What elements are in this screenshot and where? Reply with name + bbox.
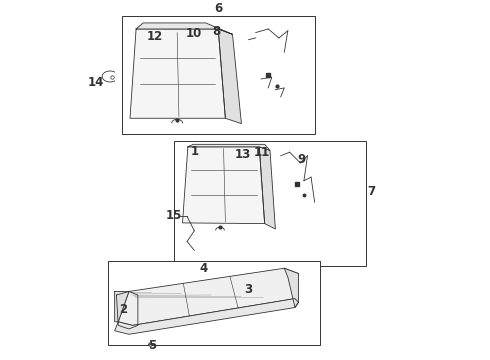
Polygon shape — [218, 29, 242, 123]
Text: 4: 4 — [200, 262, 208, 275]
Text: 6: 6 — [214, 2, 222, 15]
Text: 14: 14 — [88, 76, 104, 89]
Polygon shape — [115, 292, 129, 322]
Text: 3: 3 — [244, 283, 252, 296]
Polygon shape — [284, 268, 298, 307]
Polygon shape — [115, 298, 298, 334]
Polygon shape — [118, 268, 298, 325]
Text: 11: 11 — [254, 147, 270, 159]
Polygon shape — [259, 147, 275, 229]
Polygon shape — [136, 23, 232, 34]
Text: 9: 9 — [297, 153, 306, 166]
Text: 10: 10 — [186, 27, 202, 40]
Bar — [173, 141, 367, 266]
Polygon shape — [130, 29, 225, 118]
Text: 5: 5 — [148, 338, 156, 351]
Text: 13: 13 — [235, 148, 251, 161]
Text: 7: 7 — [368, 185, 376, 198]
Text: 12: 12 — [147, 30, 163, 42]
Polygon shape — [117, 292, 138, 329]
Polygon shape — [188, 144, 270, 150]
Text: 2: 2 — [120, 303, 128, 316]
Text: 1: 1 — [191, 145, 199, 158]
Bar — [107, 261, 320, 345]
Bar — [122, 16, 315, 134]
Text: 8: 8 — [212, 25, 220, 38]
Polygon shape — [182, 147, 265, 224]
Text: 15: 15 — [166, 209, 182, 222]
